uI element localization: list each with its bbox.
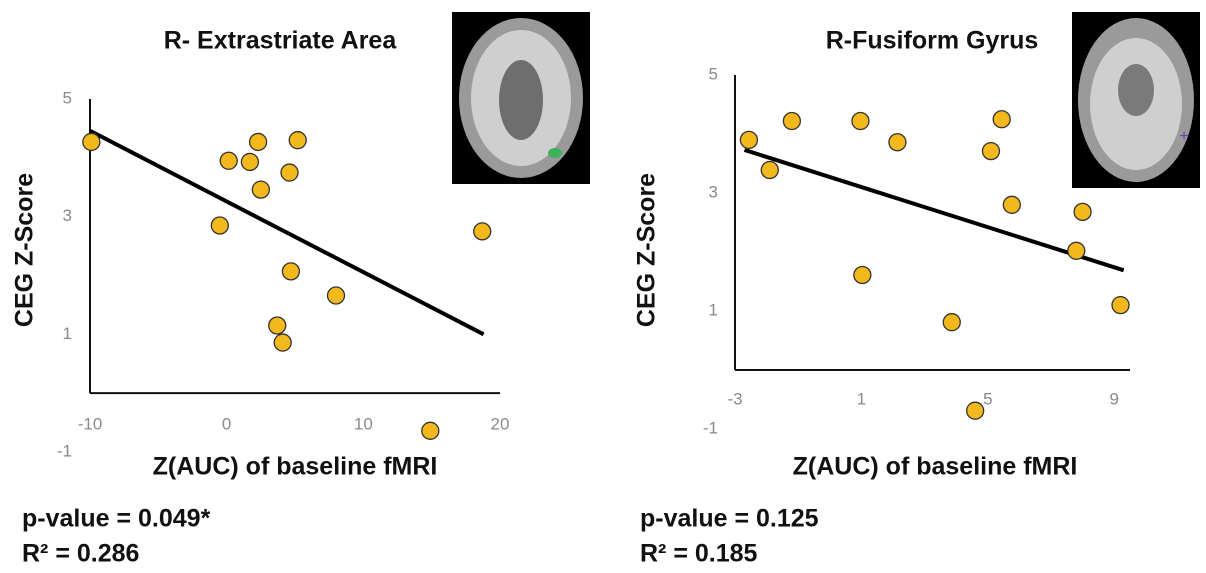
data-point [1067,241,1086,260]
x-tick-label: 9 [1109,389,1118,408]
data-point [853,265,872,285]
data-point [966,401,985,420]
data-point [760,160,779,180]
x-axis-label: Z(AUC) of baseline fMRI [153,453,438,481]
y-tick-label: 3 [709,182,718,201]
y-axis-label: CEG Z-Score [11,173,39,327]
y-axis-label: CEG Z-Score [633,173,661,327]
x-tick-label: 20 [491,414,510,433]
data-point [1073,202,1092,222]
annotation: R² = 0.286 [22,540,139,568]
data-point [240,152,260,172]
data-point [268,316,287,335]
trend-line [89,128,485,337]
data-point [981,141,1001,161]
data-point [1111,295,1130,315]
data-point [992,110,1011,129]
data-point [251,180,270,199]
data-point [739,130,759,150]
x-tick-label: -10 [78,414,103,433]
data-point [210,216,229,235]
y-tick-label: -1 [57,441,72,460]
data-point [273,333,292,352]
data-point [782,111,802,131]
chart-title: R- Extrastriate Area [164,27,398,55]
data-point [280,163,299,182]
chart-title: R-Fusiform Gyrus [826,27,1039,55]
x-tick-label: 10 [354,414,373,433]
x-tick-label: -3 [727,389,742,408]
x-axis-label: Z(AUC) of baseline fMRI [793,453,1078,481]
y-tick-label: 5 [63,88,72,107]
y-tick-label: 1 [63,324,72,343]
y-tick-label: -1 [703,418,718,437]
data-point [473,222,492,241]
data-point [326,286,346,305]
x-tick-label: 1 [857,389,866,408]
data-point [219,151,238,170]
brain-image-left [452,12,590,184]
trend-line [743,148,1125,273]
brain-image-right: + [1072,12,1200,188]
y-tick-label: 5 [709,64,718,83]
svg-text:+: + [1179,128,1188,145]
annotation: p-value = 0.049* [22,505,211,533]
x-tick-label: 0 [222,414,231,433]
data-point [288,131,307,150]
data-point [1002,195,1021,214]
data-point [942,313,961,332]
x-tick-label: 5 [983,389,992,408]
data-point [421,421,440,440]
data-point [82,132,101,152]
data-point [281,262,301,281]
data-point [248,132,268,152]
y-tick-label: 1 [709,300,718,319]
annotation: p-value = 0.125 [640,505,819,533]
data-point [888,133,907,152]
annotation: R² = 0.185 [640,540,758,568]
data-point [851,111,870,131]
y-tick-label: 3 [63,206,72,225]
